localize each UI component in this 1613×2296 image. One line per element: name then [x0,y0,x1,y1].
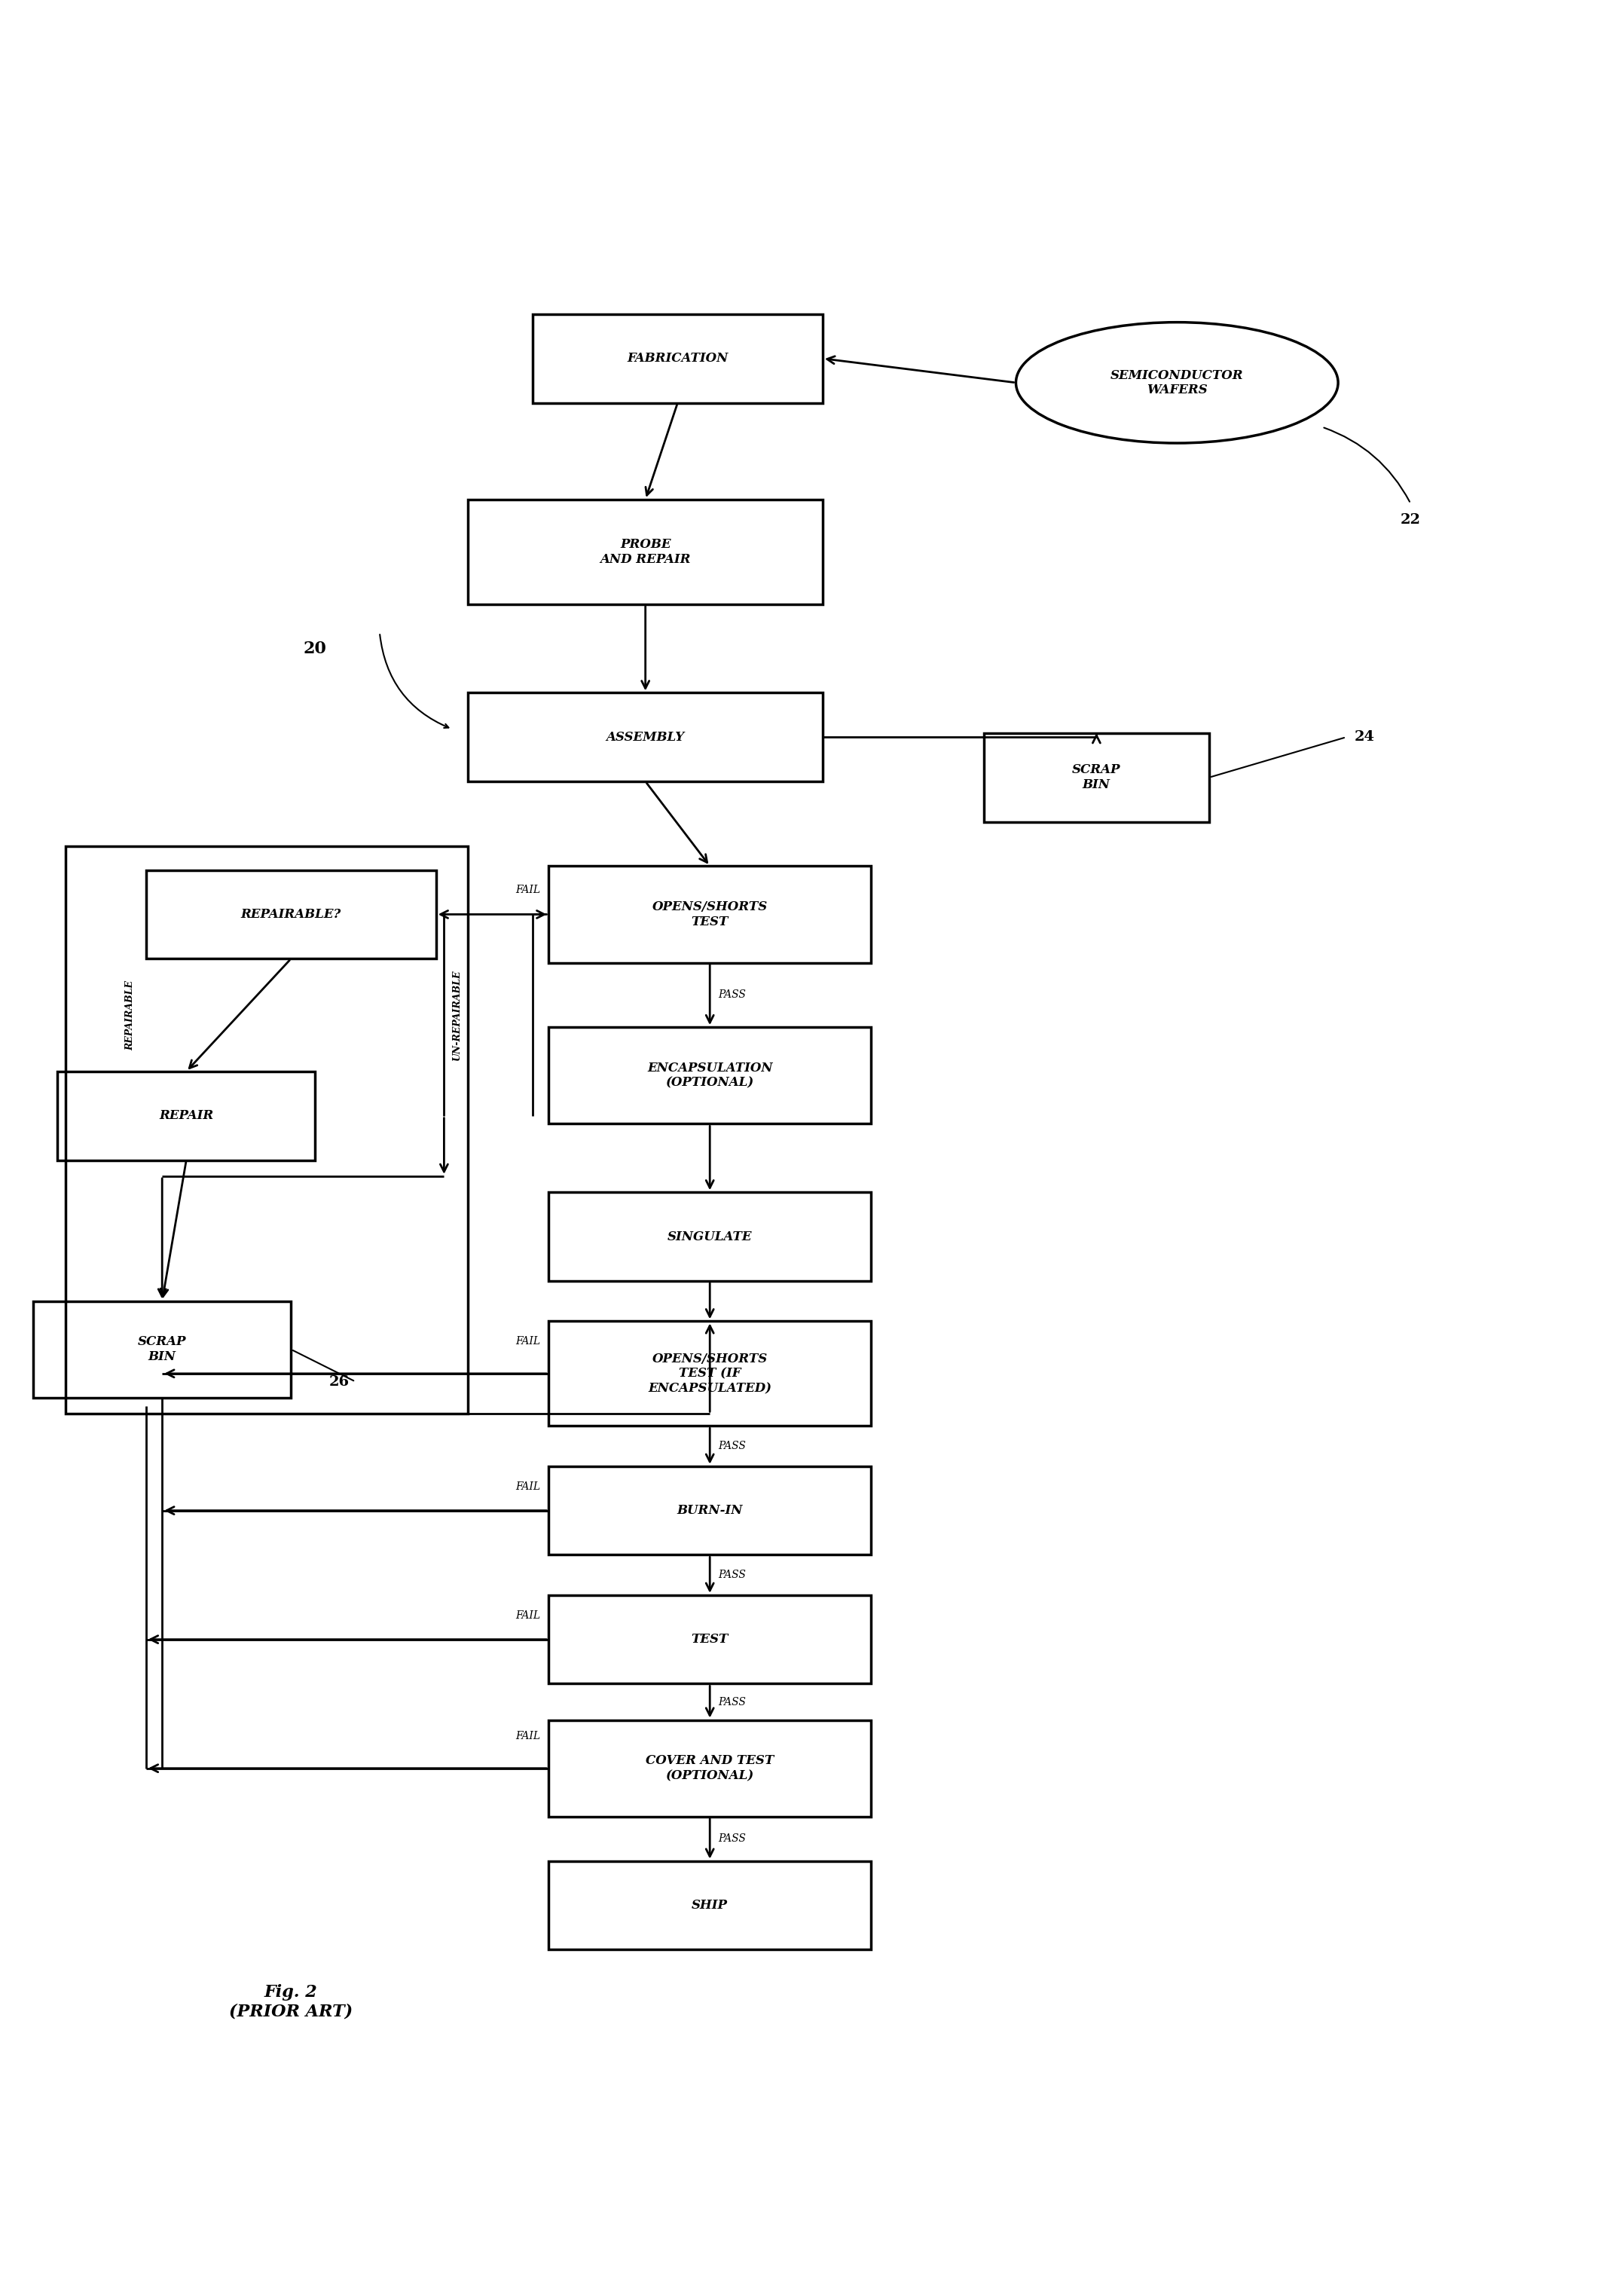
Text: SEMICONDUCTOR
WAFERS: SEMICONDUCTOR WAFERS [1110,370,1244,397]
Text: REPAIRABLE?: REPAIRABLE? [240,907,342,921]
Text: SCRAP
BIN: SCRAP BIN [1073,765,1121,792]
Text: COVER AND TEST
(OPTIONAL): COVER AND TEST (OPTIONAL) [645,1754,774,1782]
Text: ENCAPSULATION
(OPTIONAL): ENCAPSULATION (OPTIONAL) [647,1061,773,1088]
FancyBboxPatch shape [548,1862,871,1949]
Text: 24: 24 [1355,730,1374,744]
FancyBboxPatch shape [532,315,823,402]
FancyBboxPatch shape [548,1026,871,1123]
FancyBboxPatch shape [548,1720,871,1816]
Text: UN-REPAIRABLE: UN-REPAIRABLE [452,969,461,1061]
Text: PASS: PASS [718,1442,745,1451]
Text: FAIL: FAIL [516,1336,540,1348]
FancyBboxPatch shape [548,866,871,962]
Text: FAIL: FAIL [516,884,540,895]
Text: 22: 22 [1400,512,1421,526]
FancyBboxPatch shape [147,870,436,960]
FancyBboxPatch shape [984,732,1210,822]
Text: PASS: PASS [718,1697,745,1708]
Text: SHIP: SHIP [692,1899,727,1913]
FancyBboxPatch shape [548,1596,871,1683]
Text: ASSEMBLY: ASSEMBLY [606,730,684,744]
Text: PROBE
AND REPAIR: PROBE AND REPAIR [600,537,690,565]
Ellipse shape [1016,321,1339,443]
Text: FABRICATION: FABRICATION [627,351,727,365]
Text: SINGULATE: SINGULATE [668,1231,752,1242]
Text: OPENS/SHORTS
TEST: OPENS/SHORTS TEST [652,900,768,928]
Text: PASS: PASS [718,990,745,1001]
Text: TEST: TEST [692,1632,729,1646]
Text: PASS: PASS [718,1570,745,1580]
Text: FAIL: FAIL [516,1481,540,1492]
FancyBboxPatch shape [58,1072,315,1159]
Text: OPENS/SHORTS
TEST (IF
ENCAPSULATED): OPENS/SHORTS TEST (IF ENCAPSULATED) [648,1352,771,1394]
FancyBboxPatch shape [548,1192,871,1281]
Text: Fig. 2
(PRIOR ART): Fig. 2 (PRIOR ART) [229,1984,353,2020]
FancyBboxPatch shape [548,1320,871,1426]
Bar [66,845,468,1414]
Text: REPAIRABLE: REPAIRABLE [126,980,135,1049]
FancyBboxPatch shape [548,1467,871,1554]
Text: 26: 26 [329,1375,350,1389]
FancyBboxPatch shape [468,501,823,604]
Text: FAIL: FAIL [516,1609,540,1621]
Text: PASS: PASS [718,1835,745,1844]
FancyBboxPatch shape [468,693,823,781]
Text: FAIL: FAIL [516,1731,540,1740]
Text: BURN-IN: BURN-IN [677,1504,744,1518]
FancyBboxPatch shape [34,1302,290,1398]
Text: SCRAP
BIN: SCRAP BIN [137,1336,187,1364]
Text: REPAIR: REPAIR [160,1109,213,1123]
Text: 20: 20 [303,641,327,657]
